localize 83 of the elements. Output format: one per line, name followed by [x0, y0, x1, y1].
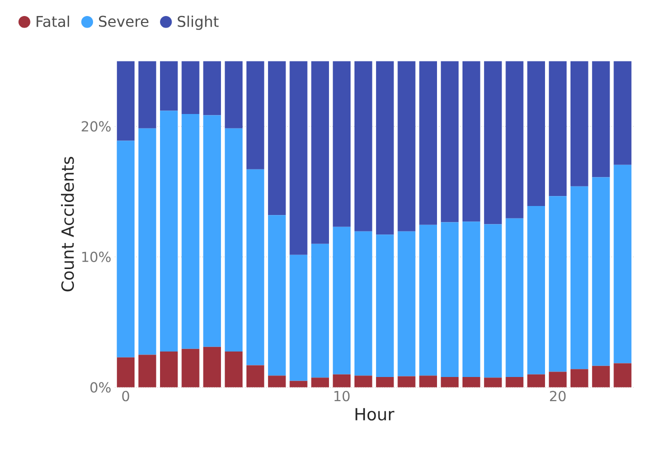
bar	[527, 374, 546, 388]
bar	[160, 60, 178, 111]
bar	[290, 254, 308, 381]
x-tick-label: 0	[122, 390, 130, 402]
bar	[440, 222, 459, 377]
bar	[203, 60, 221, 116]
bar	[592, 177, 610, 366]
bar	[592, 366, 610, 388]
bar	[311, 377, 329, 388]
bar	[548, 372, 567, 388]
bar	[138, 354, 156, 388]
bar	[268, 375, 286, 388]
bar	[224, 128, 243, 352]
bar	[614, 363, 632, 388]
bar	[506, 376, 524, 388]
bar	[419, 60, 438, 225]
bar	[138, 60, 156, 128]
x-tick-label: 10	[334, 390, 350, 402]
bar	[116, 60, 135, 141]
bar	[419, 224, 438, 376]
bar	[160, 110, 178, 352]
y-tick-label: 10%	[82, 251, 111, 262]
bar	[376, 376, 394, 388]
bar	[462, 376, 480, 388]
bar	[182, 348, 200, 388]
bar	[614, 164, 632, 364]
bar	[290, 60, 308, 255]
bar	[224, 351, 243, 388]
bar	[311, 60, 329, 244]
bar	[182, 114, 200, 349]
bar	[419, 375, 438, 388]
bar	[614, 60, 632, 165]
bar	[203, 346, 221, 388]
bar	[570, 186, 588, 369]
bar	[116, 357, 135, 388]
bar	[440, 60, 459, 222]
x-tick-label: 20	[550, 390, 566, 402]
bar	[268, 60, 286, 215]
bar	[506, 218, 524, 377]
bar	[246, 169, 264, 366]
bar	[332, 374, 351, 388]
bar	[440, 376, 459, 388]
bar	[182, 60, 200, 114]
bar	[398, 231, 416, 376]
bar	[527, 206, 546, 374]
bar	[398, 60, 416, 232]
bar	[290, 380, 308, 388]
bar	[376, 234, 394, 377]
legend-label: Severe	[98, 16, 148, 27]
bar	[354, 375, 372, 388]
y-tick-label: 20%	[82, 120, 111, 132]
legend-label: Fatal	[36, 15, 70, 27]
bar	[354, 60, 372, 232]
bar	[462, 221, 480, 377]
x-axis-title: Hour	[356, 408, 394, 420]
bar	[570, 368, 588, 388]
bar	[506, 60, 524, 218]
bar	[160, 351, 178, 388]
bar	[527, 60, 546, 206]
bar	[548, 60, 567, 196]
y-tick-label: 0%	[90, 382, 111, 392]
bar	[332, 226, 351, 374]
bar	[354, 231, 372, 376]
bar	[116, 140, 135, 358]
legend-label: Slight	[178, 15, 219, 30]
bar	[376, 60, 394, 234]
bar	[268, 214, 286, 376]
bar	[203, 115, 221, 347]
bar	[311, 244, 329, 378]
bar	[592, 60, 610, 178]
bar	[548, 196, 567, 372]
bar	[462, 60, 480, 222]
bar	[332, 60, 351, 227]
bar	[484, 377, 502, 388]
bar	[484, 224, 502, 378]
y-axis-title: Count Accidents	[60, 156, 74, 292]
bar	[138, 128, 156, 355]
bar	[246, 60, 264, 170]
bar	[570, 60, 588, 186]
bar	[224, 60, 243, 128]
bar	[398, 376, 416, 388]
bar	[246, 365, 264, 388]
bar	[484, 60, 502, 224]
